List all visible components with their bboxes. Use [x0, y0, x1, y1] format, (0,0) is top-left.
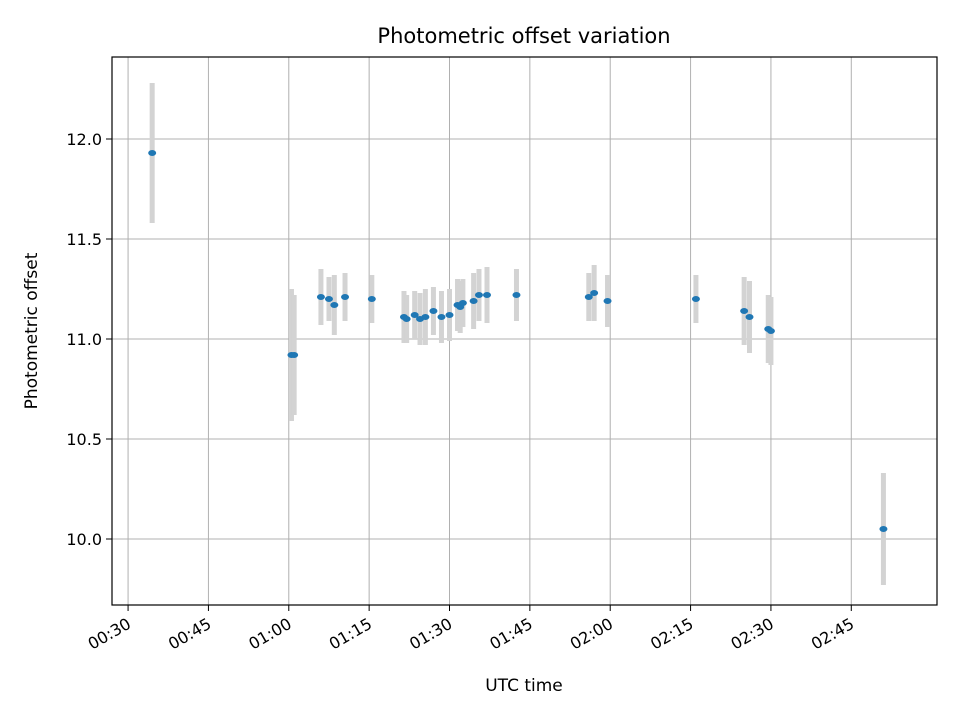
x-tick-label: 01:15: [326, 614, 375, 654]
data-point: [290, 352, 299, 358]
data-point: [410, 312, 419, 318]
y-tick-label: 10.5: [66, 430, 102, 449]
x-tick-label: 01:30: [406, 614, 455, 654]
chart-title: Photometric offset variation: [377, 24, 670, 48]
x-tick-label: 01:00: [245, 614, 294, 654]
data-point: [603, 298, 612, 304]
data-point: [148, 150, 157, 156]
error-bars: [149, 83, 886, 585]
y-axis-label: Photometric offset: [22, 252, 42, 409]
x-tick-label: 02:30: [727, 614, 776, 654]
x-tick-label: 02:15: [647, 614, 696, 654]
y-tick-label: 11.0: [66, 330, 102, 349]
data-point: [330, 302, 339, 308]
data-points: [148, 150, 888, 532]
plot-frame: [111, 56, 938, 606]
data-point: [341, 294, 350, 300]
data-point: [316, 294, 325, 300]
data-point: [691, 296, 700, 302]
x-tick-label: 02:00: [567, 614, 616, 654]
x-tick-label: 00:45: [165, 614, 214, 654]
x-axis-label: UTC time: [485, 676, 563, 696]
y-axis-ticks: 10.0 10.5 11.0 11.5 12.0: [66, 130, 112, 549]
data-point: [437, 314, 446, 320]
x-tick-label: 01:45: [486, 614, 535, 654]
data-point: [766, 328, 775, 334]
x-tick-label: 00:30: [85, 614, 134, 654]
y-tick-label: 10.0: [66, 530, 102, 549]
x-axis-ticks: 00:30 00:45 01:00 01:15 01:30 01:45 02:00 02:15…: [85, 605, 857, 654]
data-point: [483, 292, 491, 298]
data-point: [584, 294, 593, 300]
data-point: [879, 526, 888, 532]
data-point: [421, 314, 430, 320]
grid: [112, 57, 937, 605]
data-point: [512, 292, 521, 298]
data-point: [367, 296, 376, 302]
data-point: [590, 290, 599, 296]
data-point: [458, 300, 467, 306]
data-point: [474, 292, 483, 298]
data-point: [324, 296, 333, 302]
data-point: [745, 314, 754, 320]
y-tick-label: 12.0: [66, 130, 102, 149]
x-tick-label: 02:45: [808, 614, 857, 654]
data-point: [469, 298, 478, 304]
data-point: [429, 308, 438, 314]
y-tick-label: 11.5: [66, 230, 102, 249]
data-point: [445, 312, 454, 318]
data-point: [740, 308, 749, 314]
data-point: [402, 316, 411, 322]
